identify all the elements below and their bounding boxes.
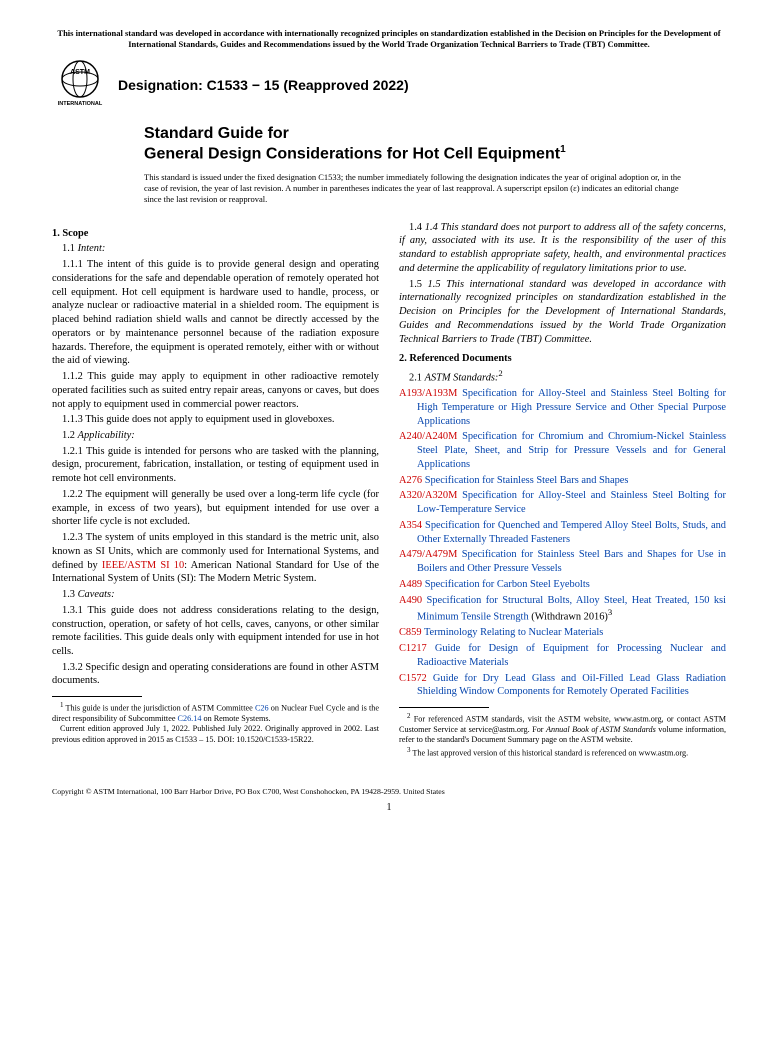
link-c26[interactable]: C26 — [255, 704, 269, 713]
designation: Designation: C1533 − 15 (Reapproved 2022… — [118, 77, 409, 93]
reference-title[interactable]: Specification for Alloy-Steel and Stainl… — [417, 490, 726, 515]
link-c26-14[interactable]: C26.14 — [178, 714, 202, 723]
reference-item: A276 Specification for Stainless Steel B… — [399, 474, 726, 488]
section-1-head: 1. Scope — [52, 227, 379, 241]
svg-text:INTERNATIONAL: INTERNATIONAL — [58, 101, 103, 107]
left-column: 1. Scope 1.1 Intent: 1.1.1 The intent of… — [52, 221, 379, 759]
footnote-1: 1 This guide is under the jurisdiction o… — [52, 701, 379, 724]
astm-logo: ASTM INTERNATIONAL — [52, 57, 108, 112]
svg-text:ASTM: ASTM — [70, 69, 90, 76]
body-columns: 1. Scope 1.1 Intent: 1.1.1 The intent of… — [52, 221, 726, 759]
header: ASTM INTERNATIONAL Designation: C1533 − … — [52, 57, 726, 112]
s1-2: 1.2 Applicability: — [52, 429, 379, 443]
right-column: 1.4 1.4 This standard does not purport t… — [399, 221, 726, 759]
reference-title[interactable]: Specification for Chromium and Chromium-… — [417, 431, 726, 469]
reference-code[interactable]: A240/A240M — [399, 431, 457, 442]
page: This international standard was develope… — [0, 0, 778, 833]
s1-2-3: 1.2.3 The system of units employed in th… — [52, 531, 379, 586]
s1-1-2: 1.1.2 This guide may apply to equipment … — [52, 370, 379, 411]
reference-item: A479/A479M Specification for Stainless S… — [399, 548, 726, 575]
page-number: 1 — [52, 802, 726, 813]
reference-code[interactable]: A489 — [399, 579, 422, 590]
reference-title[interactable]: Specification for Alloy-Steel and Stainl… — [417, 388, 726, 426]
reference-code[interactable]: A479/A479M — [399, 549, 457, 560]
s1-1-3: 1.1.3 This guide does not apply to equip… — [52, 413, 379, 427]
reference-title[interactable]: Specification for Quenched and Tempered … — [417, 520, 726, 545]
link-ieee-astm-si10[interactable]: IEEE/ASTM SI 10 — [102, 560, 184, 571]
reference-code[interactable]: A193/A193M — [399, 388, 457, 399]
reference-title[interactable]: Guide for Dry Lead Glass and Oil-Filled … — [417, 673, 726, 698]
copyright: Copyright © ASTM International, 100 Barr… — [52, 787, 726, 796]
section-2-head: 2. Referenced Documents — [399, 352, 726, 366]
s1-1: 1.1 Intent: — [52, 242, 379, 256]
s2-1: 2.1 ASTM Standards:2 — [399, 368, 726, 385]
title-line1: Standard Guide for — [144, 124, 726, 144]
reference-item: A320/A320M Specification for Alloy-Steel… — [399, 489, 726, 516]
reference-code[interactable]: A490 — [399, 595, 422, 606]
footnote-1b: Current edition approved July 1, 2022. P… — [52, 724, 379, 745]
s1-1-1: 1.1.1 The intent of this guide is to pro… — [52, 258, 379, 368]
reference-item: A193/A193M Specification for Alloy-Steel… — [399, 387, 726, 428]
issuance-note: This standard is issued under the fixed … — [144, 172, 686, 205]
reference-title[interactable]: Specification for Stainless Steel Bars a… — [417, 549, 726, 574]
reference-item: A490 Specification for Structural Bolts,… — [399, 594, 726, 625]
reference-title[interactable]: Specification for Stainless Steel Bars a… — [422, 475, 628, 486]
reference-list: A193/A193M Specification for Alloy-Steel… — [399, 387, 726, 699]
reference-code[interactable]: C1217 — [399, 643, 427, 654]
title-line2: General Design Considerations for Hot Ce… — [144, 144, 726, 163]
s1-3: 1.3 Caveats: — [52, 588, 379, 602]
footnote-2: 2 For referenced ASTM standards, visit t… — [399, 712, 726, 745]
reference-item: C1217 Guide for Design of Equipment for … — [399, 642, 726, 669]
title-superscript: 1 — [560, 144, 566, 155]
reference-code[interactable]: A320/A320M — [399, 490, 457, 501]
footnote-rule — [52, 696, 142, 697]
s1-5: 1.5 1.5 This international standard was … — [399, 278, 726, 347]
reference-item: C859 Terminology Relating to Nuclear Mat… — [399, 626, 726, 640]
reference-code[interactable]: C1572 — [399, 673, 427, 684]
s1-3-2: 1.3.2 Specific design and operating cons… — [52, 661, 379, 688]
reference-code[interactable]: C859 — [399, 627, 422, 638]
s1-2-1: 1.2.1 This guide is intended for persons… — [52, 445, 379, 486]
reference-item: C1572 Guide for Dry Lead Glass and Oil-F… — [399, 672, 726, 699]
reference-code[interactable]: A354 — [399, 520, 422, 531]
s1-3-1: 1.3.1 This guide does not address consid… — [52, 604, 379, 659]
s1-4: 1.4 1.4 This standard does not purport t… — [399, 221, 726, 276]
reference-title[interactable]: Guide for Design of Equipment for Proces… — [417, 643, 726, 668]
title-block: Standard Guide for General Design Consid… — [144, 124, 726, 163]
footnote-rule-right — [399, 707, 489, 708]
title-text: General Design Considerations for Hot Ce… — [144, 146, 560, 163]
reference-code[interactable]: A276 — [399, 475, 422, 486]
reference-item: A489 Specification for Carbon Steel Eyeb… — [399, 578, 726, 592]
reference-title[interactable]: Specification for Carbon Steel Eyebolts — [422, 579, 590, 590]
reference-item: A240/A240M Specification for Chromium an… — [399, 430, 726, 471]
s1-2-2: 1.2.2 The equipment will generally be us… — [52, 488, 379, 529]
reference-title[interactable]: Terminology Relating to Nuclear Material… — [422, 627, 604, 638]
footnote-3: 3 The last approved version of this hist… — [399, 746, 726, 759]
top-notice: This international standard was develope… — [52, 28, 726, 49]
reference-item: A354 Specification for Quenched and Temp… — [399, 519, 726, 546]
